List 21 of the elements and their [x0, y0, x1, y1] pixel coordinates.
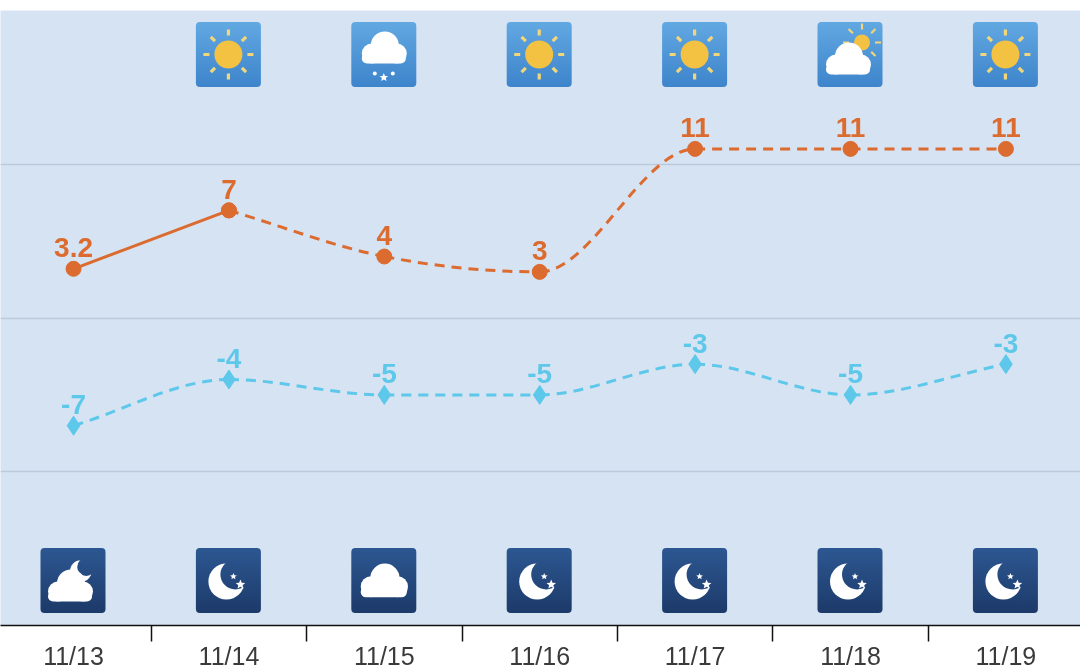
data-label: 3.2	[54, 232, 94, 264]
data-label: -5	[527, 358, 553, 390]
x-tick-label: 11/14	[198, 641, 260, 670]
x-tick-label: 11/17	[664, 641, 726, 670]
x-tick-label: 11/15	[353, 641, 415, 670]
data-label: 3	[531, 235, 548, 267]
data-label: -4	[216, 343, 242, 374]
data-label: 11	[680, 112, 710, 144]
x-tick-label: 11/18	[820, 641, 881, 670]
data-label: 4	[376, 220, 393, 251]
data-label: 11	[835, 112, 866, 144]
data-label: -5	[838, 358, 863, 390]
data-label: 7	[221, 173, 237, 205]
data-label: -7	[61, 389, 86, 421]
x-tick-label: 11/13	[43, 641, 104, 670]
x-tick-label: 11/19	[975, 641, 1037, 670]
data-label: -5	[371, 358, 397, 390]
x-tick-label: 11/16	[509, 641, 571, 670]
data-label: -3	[993, 327, 1019, 359]
data-label: 11	[991, 112, 1021, 144]
data-label: -3	[682, 327, 708, 359]
